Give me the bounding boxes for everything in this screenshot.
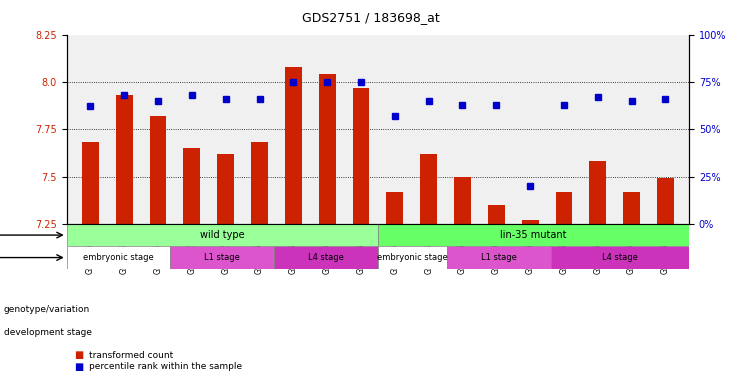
Text: ■: ■ bbox=[74, 350, 83, 360]
Text: genotype/variation: genotype/variation bbox=[4, 305, 90, 314]
Text: lin-35 mutant: lin-35 mutant bbox=[500, 230, 567, 240]
Text: GDS2751 / 183698_at: GDS2751 / 183698_at bbox=[302, 12, 439, 25]
Bar bbox=[488, 205, 505, 224]
Bar bbox=[319, 74, 336, 224]
Text: development stage: development stage bbox=[4, 328, 92, 337]
Bar bbox=[589, 161, 606, 224]
Bar bbox=[170, 246, 274, 269]
Text: L1 stage: L1 stage bbox=[481, 253, 517, 262]
Bar bbox=[353, 88, 370, 224]
Text: L4 stage: L4 stage bbox=[308, 253, 344, 262]
Bar bbox=[378, 246, 447, 269]
Bar bbox=[378, 224, 689, 246]
Bar bbox=[447, 246, 551, 269]
Bar bbox=[67, 224, 378, 246]
Text: transformed count: transformed count bbox=[89, 351, 173, 360]
Bar bbox=[274, 246, 378, 269]
Bar bbox=[657, 179, 674, 224]
Bar bbox=[116, 95, 133, 224]
Text: L4 stage: L4 stage bbox=[602, 253, 638, 262]
Bar bbox=[551, 246, 689, 269]
Text: L1 stage: L1 stage bbox=[205, 253, 240, 262]
Bar bbox=[623, 192, 640, 224]
Bar bbox=[454, 177, 471, 224]
Bar bbox=[184, 148, 200, 224]
Bar bbox=[251, 142, 268, 224]
Text: percentile rank within the sample: percentile rank within the sample bbox=[89, 362, 242, 371]
Bar bbox=[285, 67, 302, 224]
Bar bbox=[556, 192, 573, 224]
Bar bbox=[386, 192, 403, 224]
Bar bbox=[82, 142, 99, 224]
Text: embryonic stage: embryonic stage bbox=[83, 253, 154, 262]
Bar bbox=[67, 246, 170, 269]
Text: ■: ■ bbox=[74, 362, 83, 372]
Bar bbox=[150, 116, 167, 224]
Text: wild type: wild type bbox=[200, 230, 245, 240]
Bar bbox=[522, 220, 539, 224]
Bar bbox=[420, 154, 437, 224]
Bar bbox=[217, 154, 234, 224]
Text: embryonic stage: embryonic stage bbox=[377, 253, 448, 262]
